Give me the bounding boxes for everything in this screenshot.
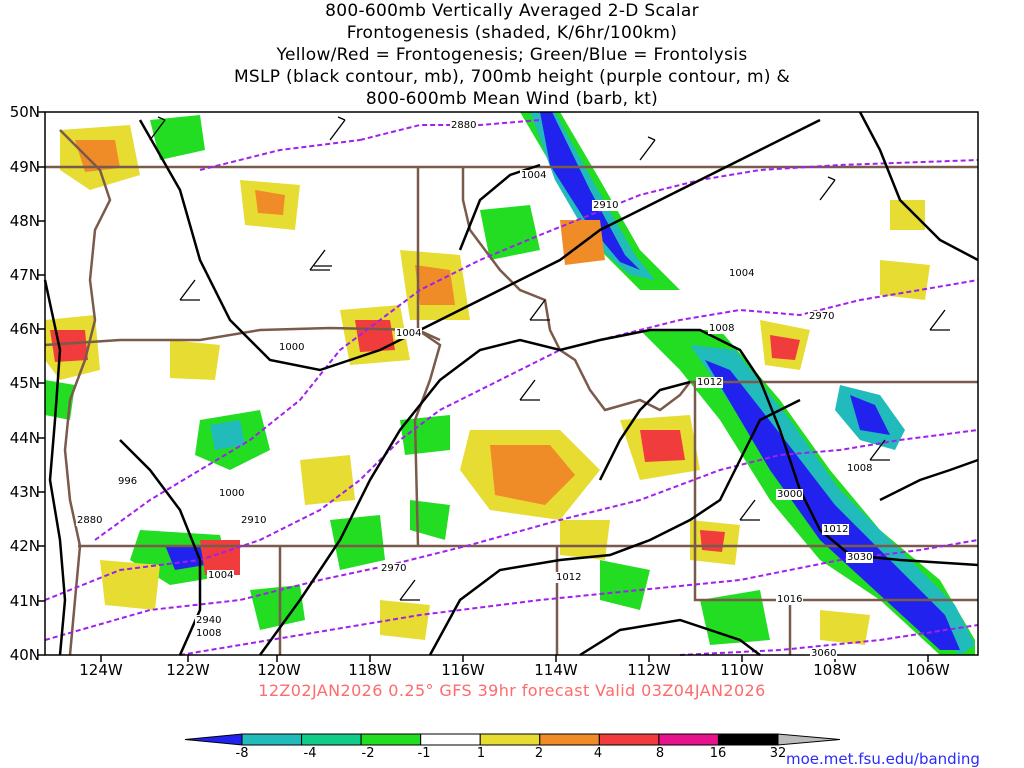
mslp-contour-label: 1000	[218, 488, 246, 499]
mslp-contour-label: 1016	[776, 594, 804, 605]
lon-label-112w: 112W	[627, 661, 671, 679]
lon-label-118w: 118W	[348, 661, 392, 679]
lat-label-44n: 44N	[9, 429, 40, 447]
height-contour-label: 2880	[76, 515, 104, 526]
colorbar-label: -1	[417, 746, 431, 761]
mslp-contour-label: 1004	[395, 328, 423, 339]
mslp-contour-label: 1004	[207, 570, 235, 581]
lat-label-49n: 49N	[9, 158, 40, 176]
colorbar-label: 32	[769, 746, 787, 761]
height-contour-label: 2970	[808, 311, 836, 322]
lat-label-41n: 41N	[9, 592, 40, 610]
mslp-contour-label: 1012	[822, 524, 850, 535]
mslp-contour-label: 1008	[846, 463, 874, 474]
map-title-line-1: 800-600mb Vertically Averaged 2-D Scalar	[325, 1, 699, 21]
height-contour-label: 2940	[195, 615, 223, 626]
mslp-contour-label: 1008	[195, 628, 223, 639]
lat-label-50n: 50N	[9, 103, 40, 121]
lat-label-47n: 47N	[9, 266, 40, 284]
map-title-line-4: MSLP (black contour, mb), 700mb height (…	[233, 67, 791, 87]
mslp-contour-label: 1004	[728, 268, 756, 279]
lon-label-116w: 116W	[441, 661, 485, 679]
credit-link[interactable]: moe.met.fsu.edu/banding	[786, 750, 980, 768]
lat-label-46n: 46N	[9, 320, 40, 338]
map-title-line-3: Yellow/Red = Frontogenesis; Green/Blue =…	[276, 45, 748, 65]
lon-label-108w: 108W	[813, 661, 857, 679]
map-title-line-2: Frontogenesis (shaded, K/6hr/100km)	[346, 23, 678, 43]
axis-ticks	[38, 111, 929, 662]
lat-label-45n: 45N	[9, 374, 40, 392]
mslp-contour-label: 996	[117, 476, 139, 487]
lat-label-40n: 40N	[9, 646, 40, 664]
frontogenesis-shading	[45, 112, 975, 655]
lon-label-122w: 122W	[166, 661, 210, 679]
mslp-contour-label: 1008	[708, 323, 736, 334]
colorbar-label: -4	[303, 746, 317, 761]
height-contour-label: 2880	[450, 120, 478, 131]
mslp-contour-label: 1012	[696, 377, 724, 388]
height-contour-label: 2910	[592, 200, 620, 211]
lon-label-110w: 110W	[720, 661, 764, 679]
colorbar-label: 8	[655, 746, 665, 761]
height-contour-label: 2910	[240, 515, 268, 526]
colorbar	[184, 733, 841, 746]
height-contour-label: 3060	[810, 648, 838, 659]
colorbar-label: 16	[709, 746, 727, 761]
colorbar-max-arrow	[777, 733, 841, 746]
colorbar-label: -2	[361, 746, 375, 761]
lon-label-120w: 120W	[257, 661, 301, 679]
map-title-line-5: 800-600mb Mean Wind (barb, kt)	[365, 89, 659, 109]
mslp-contour-label: 1000	[278, 342, 306, 353]
height-contour-label: 3030	[846, 552, 874, 563]
colorbar-label: 1	[476, 746, 486, 761]
lat-label-42n: 42N	[9, 537, 40, 555]
colorbar-label: -8	[235, 746, 249, 761]
colorbar-label: 4	[593, 746, 603, 761]
lon-label-114w: 114W	[534, 661, 578, 679]
mslp-contour-label: 1012	[555, 572, 583, 583]
lat-label-48n: 48N	[9, 212, 40, 230]
wind-barbs	[149, 116, 950, 601]
lon-label-106w: 106W	[906, 661, 950, 679]
height-contour-label: 3000	[776, 489, 804, 500]
colorbar-label: 2	[534, 746, 544, 761]
forecast-valid-text: 12Z02JAN2026 0.25° GFS 39hr forecast Val…	[258, 681, 766, 700]
lat-label-43n: 43N	[9, 483, 40, 501]
lon-label-124w: 124W	[79, 661, 123, 679]
height-contour-label: 2970	[380, 563, 408, 574]
mslp-contour-label: 1004	[520, 170, 548, 181]
